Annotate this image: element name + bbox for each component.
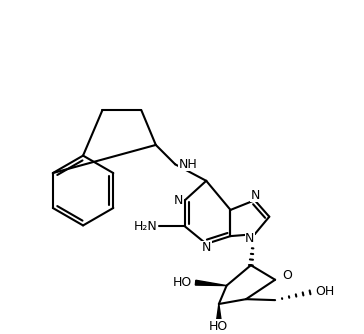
- Text: O: O: [282, 270, 292, 282]
- Text: H₂N: H₂N: [134, 220, 158, 233]
- Text: HO: HO: [173, 276, 192, 289]
- Text: N: N: [202, 241, 211, 254]
- Text: N: N: [245, 231, 254, 244]
- Text: HO: HO: [209, 320, 229, 333]
- Text: OH: OH: [315, 285, 334, 298]
- Text: N: N: [251, 189, 260, 202]
- Polygon shape: [217, 304, 221, 321]
- Polygon shape: [195, 280, 227, 286]
- Text: NH: NH: [179, 158, 198, 171]
- Text: N: N: [173, 194, 183, 207]
